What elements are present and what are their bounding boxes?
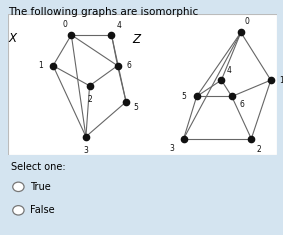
Text: Z: Z (133, 33, 141, 46)
Text: 0: 0 (63, 20, 68, 29)
Text: 3: 3 (83, 145, 88, 155)
Text: 6: 6 (240, 100, 245, 109)
Text: 6: 6 (126, 61, 131, 70)
Text: 5: 5 (133, 103, 138, 112)
Text: 4: 4 (227, 66, 231, 75)
Text: X: X (9, 32, 17, 45)
Text: False: False (30, 205, 54, 215)
Text: 1: 1 (279, 76, 283, 85)
Text: Select one:: Select one: (11, 162, 66, 172)
Text: 5: 5 (181, 92, 186, 101)
Text: True: True (30, 182, 50, 192)
Text: The following graphs are isomorphic: The following graphs are isomorphic (8, 7, 199, 17)
FancyBboxPatch shape (8, 14, 277, 155)
Text: 2: 2 (87, 95, 92, 104)
Text: 0: 0 (245, 17, 250, 26)
Text: 2: 2 (257, 145, 261, 154)
Text: 3: 3 (170, 144, 174, 153)
Text: 4: 4 (116, 21, 121, 30)
Text: 1: 1 (38, 61, 43, 70)
